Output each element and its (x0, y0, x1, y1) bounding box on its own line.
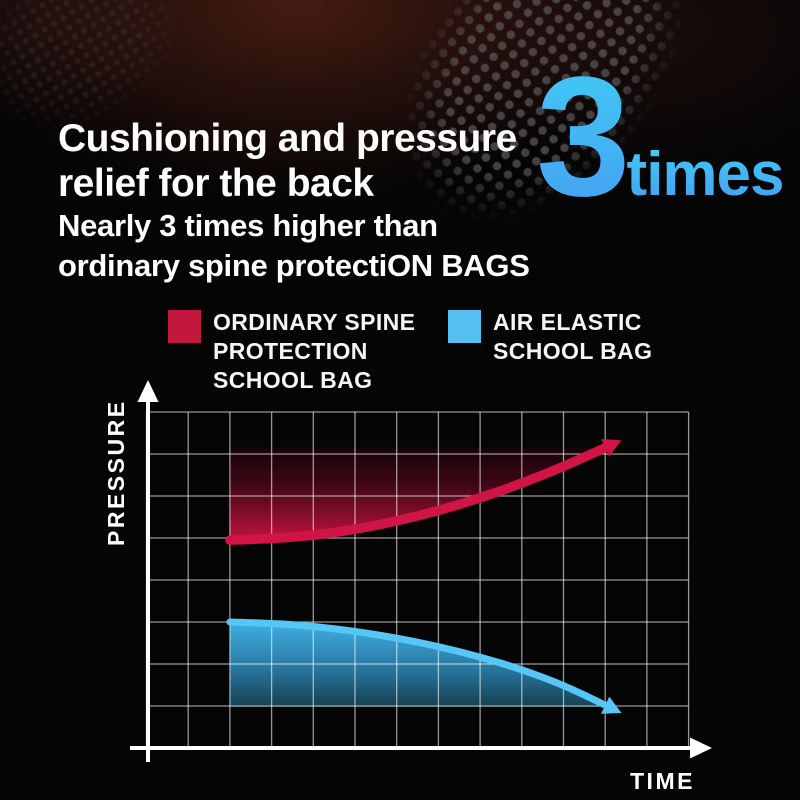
air-elastic-curve-arrowhead (601, 696, 622, 714)
x-axis-label: TIME (630, 768, 695, 794)
title-line-1: Cushioning and pressure (58, 117, 517, 160)
page-title: Cushioning and pressure relief for the b… (58, 116, 517, 206)
ordinary-curve-arrowhead (601, 439, 622, 457)
highlight-unit: times (626, 140, 785, 209)
legend-label-ordinary: ORDINARY SPINE PROTECTION SCHOOL BAG (213, 309, 416, 393)
chart-curves (225, 439, 622, 714)
legend-swatch-red (168, 310, 201, 343)
x-axis-arrowhead (690, 737, 712, 759)
legend-label-air-elastic: AIR ELASTIC SCHOOL BAG (493, 309, 653, 364)
page-subtitle: Nearly 3 times higher than ordinary spin… (58, 206, 530, 286)
subtitle-line-1: Nearly 3 times higher than (58, 208, 438, 243)
ordinary-bag-area (229, 447, 606, 541)
ordinary-bag-curve (225, 442, 610, 545)
chart-axes (130, 380, 712, 762)
legend-swatch-blue (448, 310, 481, 343)
highlight-number: 3 (536, 42, 631, 232)
air-elastic-curve (226, 618, 609, 709)
legend-item-air-elastic: AIR ELASTIC SCHOOL BAG (448, 308, 652, 366)
y-axis-label: PRESSURE (103, 399, 129, 546)
subtitle-line-2: ordinary spine protectiON BAGS (58, 248, 530, 283)
title-line-2: relief for the back (58, 162, 374, 205)
legend-item-ordinary: ORDINARY SPINE PROTECTION SCHOOL BAG (168, 308, 415, 395)
highlight-multiplier: 3 times (536, 42, 785, 232)
chart-areas (229, 447, 606, 707)
y-axis-arrowhead (137, 380, 159, 402)
